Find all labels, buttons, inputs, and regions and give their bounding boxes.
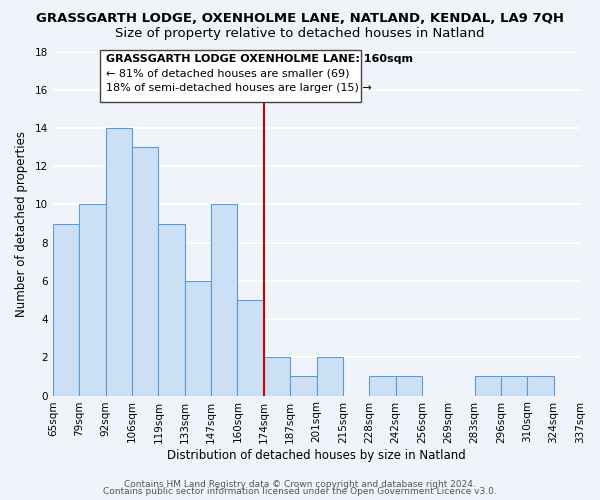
Text: Contains public sector information licensed under the Open Government Licence v3: Contains public sector information licen…	[103, 487, 497, 496]
Bar	[527, 376, 554, 396]
Bar	[79, 204, 106, 396]
Bar	[395, 376, 422, 396]
Bar	[290, 376, 317, 396]
Bar	[317, 358, 343, 396]
Bar	[238, 300, 264, 396]
X-axis label: Distribution of detached houses by size in Natland: Distribution of detached houses by size …	[167, 450, 466, 462]
Text: 18% of semi-detached houses are larger (15) →: 18% of semi-detached houses are larger (…	[106, 83, 371, 93]
Text: GRASSGARTH LODGE, OXENHOLME LANE, NATLAND, KENDAL, LA9 7QH: GRASSGARTH LODGE, OXENHOLME LANE, NATLAN…	[36, 12, 564, 26]
Bar	[132, 147, 158, 396]
Bar	[501, 376, 527, 396]
Bar	[369, 376, 395, 396]
FancyBboxPatch shape	[100, 50, 361, 102]
Text: Contains HM Land Registry data © Crown copyright and database right 2024.: Contains HM Land Registry data © Crown c…	[124, 480, 476, 489]
Bar	[211, 204, 238, 396]
Bar	[158, 224, 185, 396]
Y-axis label: Number of detached properties: Number of detached properties	[15, 130, 28, 316]
Text: Size of property relative to detached houses in Natland: Size of property relative to detached ho…	[115, 28, 485, 40]
Bar	[475, 376, 501, 396]
Text: ← 81% of detached houses are smaller (69): ← 81% of detached houses are smaller (69…	[106, 68, 349, 78]
Text: GRASSGARTH LODGE OXENHOLME LANE: 160sqm: GRASSGARTH LODGE OXENHOLME LANE: 160sqm	[106, 54, 413, 64]
Bar	[106, 128, 132, 396]
Bar	[264, 358, 290, 396]
Bar	[53, 224, 79, 396]
Bar	[185, 281, 211, 396]
